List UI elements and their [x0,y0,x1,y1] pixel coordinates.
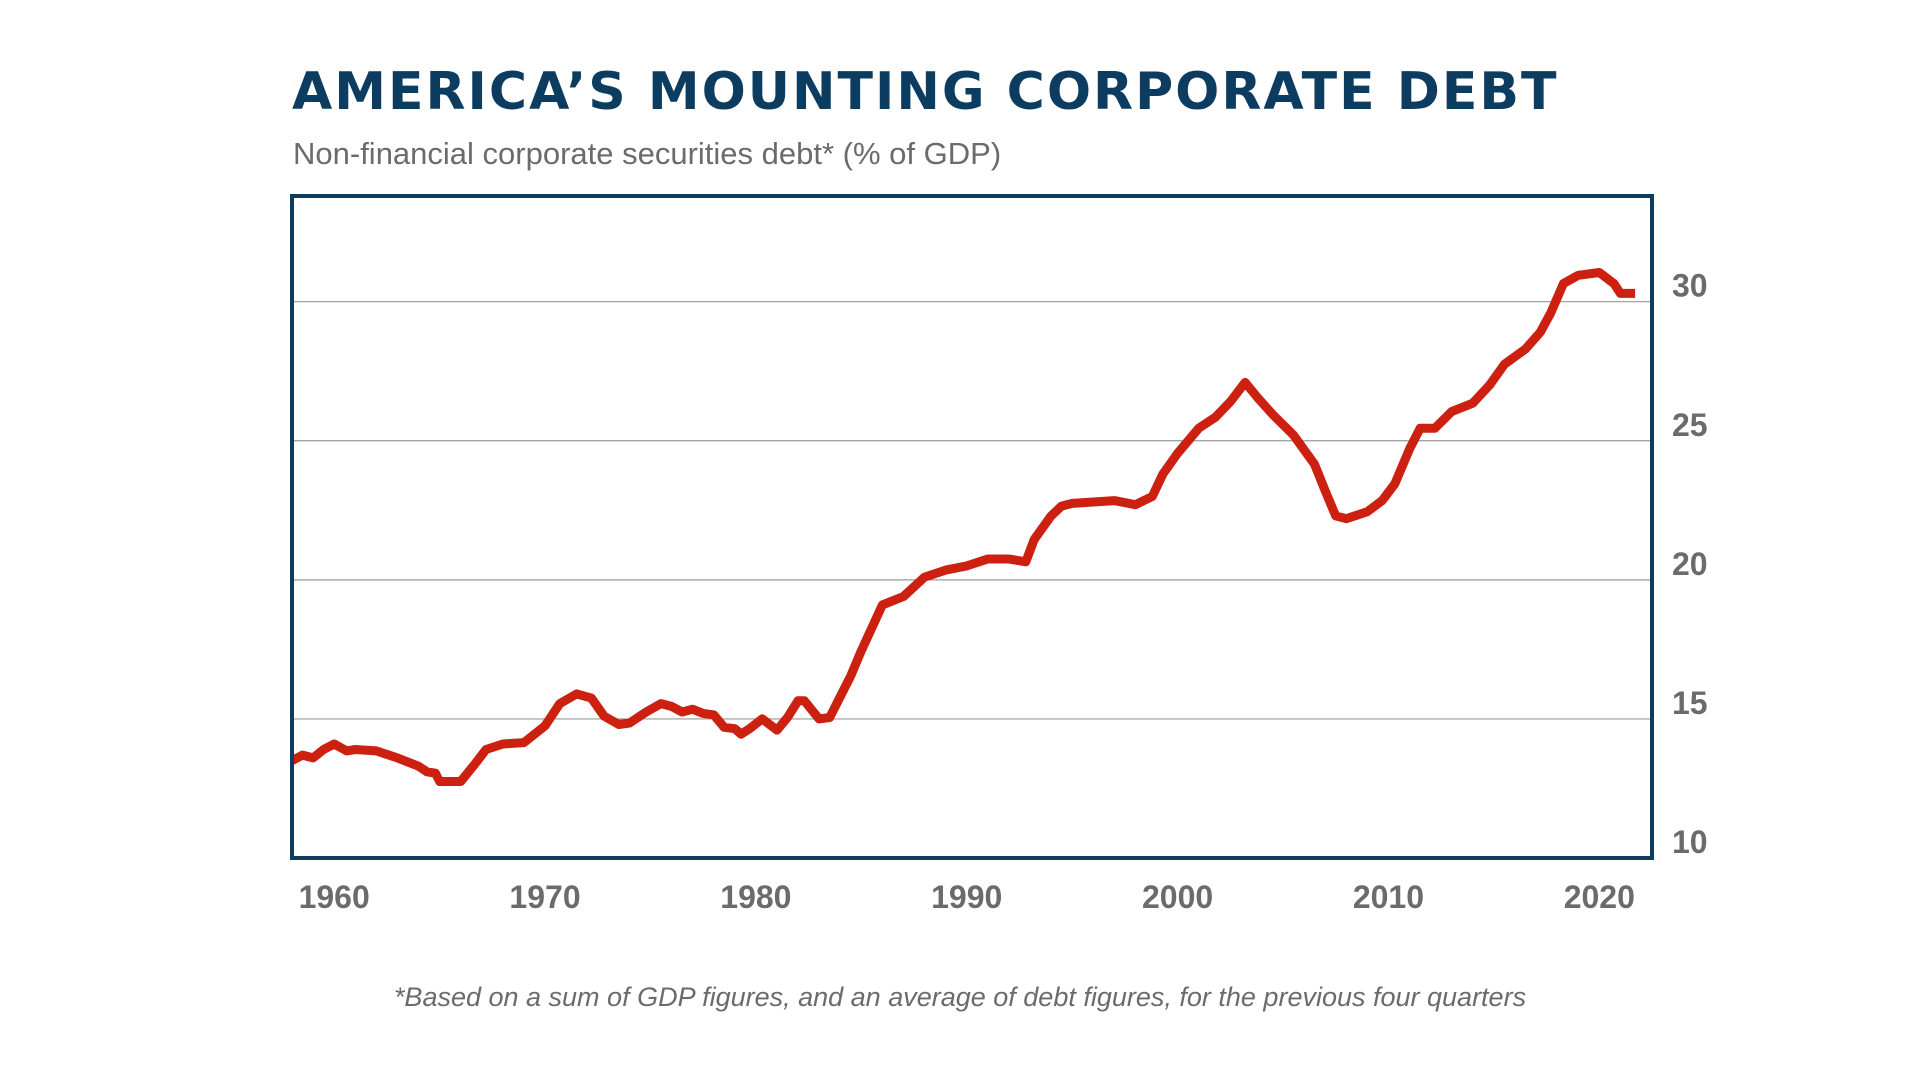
x-tick-label: 2000 [1142,879,1213,915]
x-tick-label: 2020 [1564,879,1635,915]
x-tick-label: 1980 [720,879,791,915]
y-tick-label: 10 [1672,824,1708,860]
x-tick-label: 1990 [931,879,1002,915]
y-tick-label: 15 [1672,685,1708,721]
y-axis-tick-labels: 10 15 20 25 30 [1672,268,1708,860]
y-tick-label: 25 [1672,407,1708,443]
chart-title: AMERICA’S MOUNTING CORPORATE DEBT [292,62,1559,122]
y-tick-label: 20 [1672,546,1708,582]
x-tick-label: 2010 [1353,879,1424,915]
series-line [289,268,1636,786]
chart-subtitle: Non-financial corporate securities debt*… [293,136,1002,171]
x-axis-tick-labels: 1960 1970 1980 1990 2000 2010 2020 [299,879,1635,915]
x-tick-label: 1970 [509,879,580,915]
grid-lines [292,301,1652,720]
y-tick-label: 30 [1672,268,1708,304]
chart-footnote: *Based on a sum of GDP figures, and an a… [393,982,1527,1012]
data-series [289,268,1636,786]
x-tick-label: 1960 [299,879,370,915]
plot-frame [290,194,1654,860]
